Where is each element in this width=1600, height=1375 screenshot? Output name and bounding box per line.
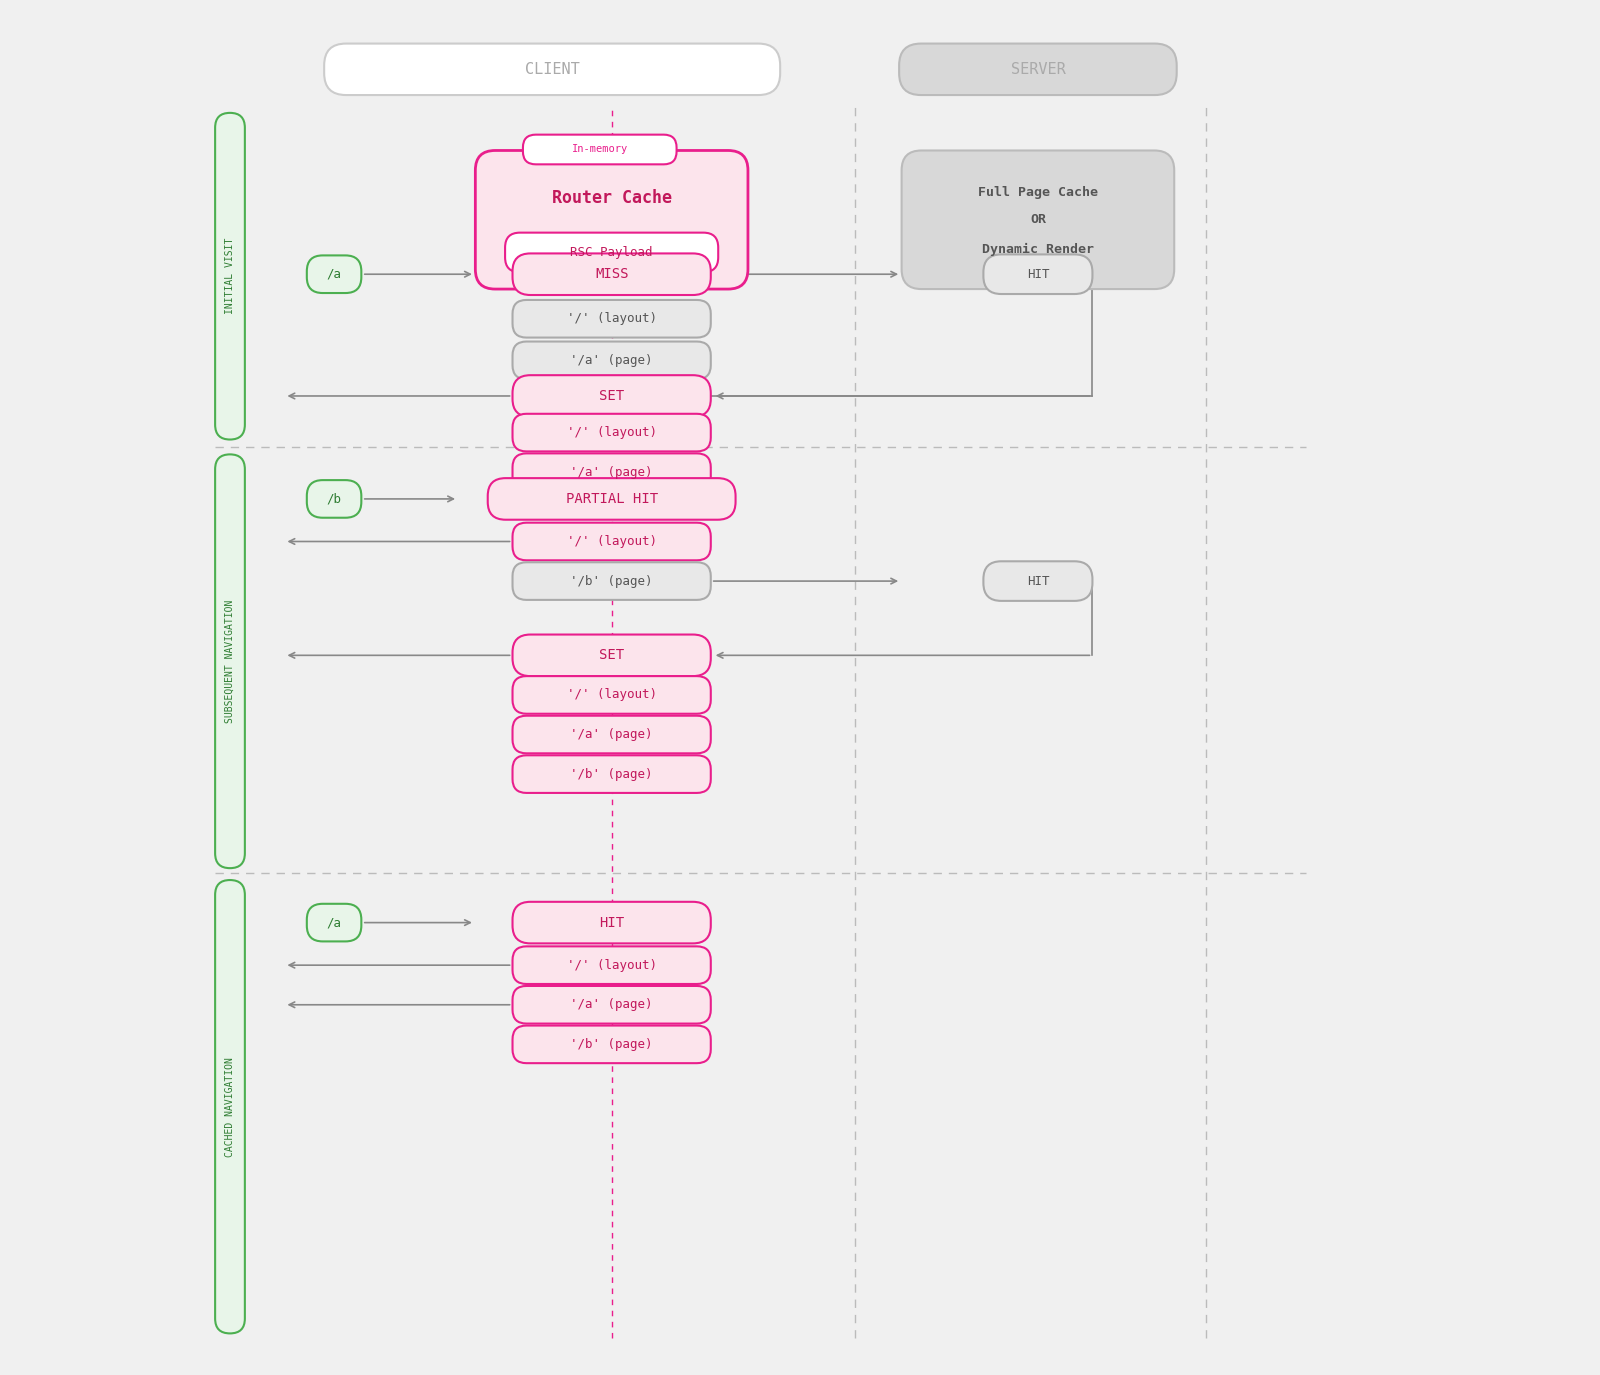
Text: RSC Payload: RSC Payload — [570, 246, 653, 258]
Text: '/' (layout): '/' (layout) — [566, 426, 656, 439]
Text: SET: SET — [598, 649, 624, 663]
FancyBboxPatch shape — [512, 341, 710, 380]
Text: '/' (layout): '/' (layout) — [566, 958, 656, 972]
FancyBboxPatch shape — [307, 256, 362, 293]
FancyBboxPatch shape — [512, 1026, 710, 1063]
FancyBboxPatch shape — [899, 44, 1176, 95]
Text: HIT: HIT — [1027, 268, 1050, 280]
FancyBboxPatch shape — [506, 232, 718, 272]
Text: HIT: HIT — [598, 916, 624, 930]
Text: '/' (layout): '/' (layout) — [566, 535, 656, 549]
Text: Full Page Cache: Full Page Cache — [978, 186, 1098, 198]
Text: INITIAL VISIT: INITIAL VISIT — [226, 238, 235, 315]
Text: HIT: HIT — [1027, 575, 1050, 587]
FancyBboxPatch shape — [488, 478, 736, 520]
Text: SERVER: SERVER — [1011, 62, 1066, 77]
FancyBboxPatch shape — [512, 414, 710, 451]
Text: '/a' (page): '/a' (page) — [570, 353, 653, 367]
Text: CACHED NAVIGATION: CACHED NAVIGATION — [226, 1057, 235, 1156]
FancyBboxPatch shape — [523, 135, 677, 165]
FancyBboxPatch shape — [512, 986, 710, 1023]
Text: In-memory: In-memory — [571, 144, 627, 154]
Text: Router Cache: Router Cache — [552, 188, 672, 208]
Text: PARTIAL HIT: PARTIAL HIT — [565, 492, 658, 506]
FancyBboxPatch shape — [512, 253, 710, 296]
FancyBboxPatch shape — [214, 454, 245, 868]
Text: '/b' (page): '/b' (page) — [570, 575, 653, 587]
FancyBboxPatch shape — [902, 150, 1174, 289]
Text: '/' (layout): '/' (layout) — [566, 312, 656, 326]
Text: /a: /a — [326, 916, 341, 930]
Text: Dynamic Render: Dynamic Render — [982, 243, 1094, 256]
FancyBboxPatch shape — [512, 454, 710, 491]
FancyBboxPatch shape — [512, 562, 710, 600]
Text: '/b' (page): '/b' (page) — [570, 1038, 653, 1050]
Text: CLIENT: CLIENT — [525, 62, 579, 77]
FancyBboxPatch shape — [984, 561, 1093, 601]
Text: /b: /b — [326, 492, 341, 506]
Text: '/a' (page): '/a' (page) — [570, 466, 653, 478]
FancyBboxPatch shape — [512, 946, 710, 984]
Text: MISS: MISS — [595, 267, 629, 282]
FancyBboxPatch shape — [512, 522, 710, 560]
FancyBboxPatch shape — [512, 634, 710, 676]
FancyBboxPatch shape — [512, 716, 710, 754]
FancyBboxPatch shape — [307, 903, 362, 942]
Text: SUBSEQUENT NAVIGATION: SUBSEQUENT NAVIGATION — [226, 600, 235, 723]
Text: SET: SET — [598, 389, 624, 403]
FancyBboxPatch shape — [984, 254, 1093, 294]
FancyBboxPatch shape — [307, 480, 362, 518]
Text: /a: /a — [326, 268, 341, 280]
FancyBboxPatch shape — [512, 902, 710, 943]
Text: '/' (layout): '/' (layout) — [566, 689, 656, 701]
FancyBboxPatch shape — [214, 880, 245, 1334]
FancyBboxPatch shape — [512, 755, 710, 793]
Text: OR: OR — [1030, 213, 1046, 227]
Text: '/a' (page): '/a' (page) — [570, 998, 653, 1011]
FancyBboxPatch shape — [512, 375, 710, 417]
Text: '/b' (page): '/b' (page) — [570, 767, 653, 781]
FancyBboxPatch shape — [475, 150, 747, 289]
FancyBboxPatch shape — [512, 676, 710, 714]
FancyBboxPatch shape — [214, 113, 245, 440]
Text: '/a' (page): '/a' (page) — [570, 727, 653, 741]
FancyBboxPatch shape — [512, 300, 710, 338]
FancyBboxPatch shape — [325, 44, 781, 95]
